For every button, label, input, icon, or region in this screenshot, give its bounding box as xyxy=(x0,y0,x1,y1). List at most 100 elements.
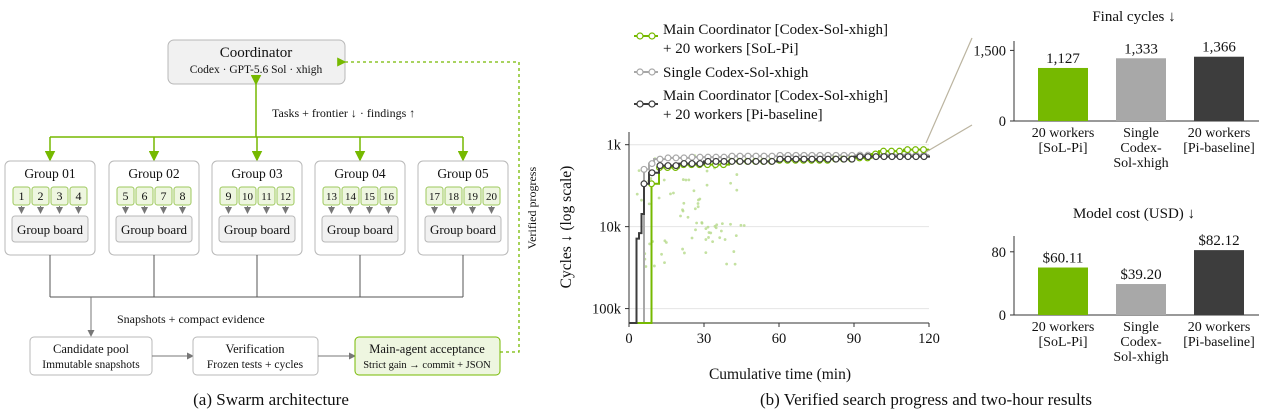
worker-label: 11 xyxy=(261,191,272,203)
worker-box xyxy=(31,186,50,206)
series-baseline-marker xyxy=(912,153,920,161)
final-cycles-bar xyxy=(1038,67,1088,121)
series-baseline-marker xyxy=(896,153,904,161)
series-single-marker xyxy=(640,165,648,173)
series-baseline-marker xyxy=(672,162,680,170)
verified-progress-loop xyxy=(337,57,520,353)
candidate-point xyxy=(729,222,732,226)
group-1: Group 01 1 2 3 4 Group board xyxy=(4,137,96,297)
model-cost-category-label: Codex- xyxy=(1120,335,1162,350)
group-board-box xyxy=(321,215,399,243)
series-baseline-marker xyxy=(752,157,760,165)
candidate-point xyxy=(694,228,697,232)
candidate-point xyxy=(732,250,736,253)
y-tick-label: 10k xyxy=(599,220,622,236)
series-baseline-marker xyxy=(776,155,784,163)
candidate-point xyxy=(682,201,686,205)
candidate-point xyxy=(696,205,700,209)
progress-ylabel: Cycles ↓ (log scale) xyxy=(558,166,575,289)
candidate-point xyxy=(663,261,666,265)
worker-box xyxy=(12,186,31,206)
worker-box xyxy=(276,186,295,206)
candidate-point xyxy=(657,196,661,200)
group-4: Group 04 13 14 15 16 Group board xyxy=(314,137,406,297)
candidate-point xyxy=(735,188,739,192)
legend-marker-solpi xyxy=(636,32,644,40)
series-baseline-marker xyxy=(648,169,656,177)
candidate-point xyxy=(698,197,702,201)
group-label: Group 05 xyxy=(437,166,489,181)
worker-label: 1 xyxy=(19,189,25,203)
candidate-point xyxy=(652,264,656,268)
group-2: Group 02 5 6 7 8 Group board xyxy=(108,137,200,297)
series-baseline-marker xyxy=(712,157,720,165)
architecture-caption: (a) Swarm architecture xyxy=(193,390,349,409)
candidate-pool-subtitle: Immutable snapshots xyxy=(42,359,140,371)
final-cycles-title: Final cycles ↓ xyxy=(1092,9,1175,25)
series-baseline-marker xyxy=(696,160,704,168)
group-board-box xyxy=(424,215,502,243)
final-cycles-bar xyxy=(1116,58,1166,121)
model-cost-title: Model cost (USD) ↓ xyxy=(1073,206,1195,222)
series-baseline-marker xyxy=(680,160,688,168)
worker-box xyxy=(482,186,501,206)
worker-label: 12 xyxy=(280,191,291,203)
worker-label: 7 xyxy=(161,189,167,203)
worker-box xyxy=(154,186,173,206)
x-tick-label: 90 xyxy=(847,331,862,347)
model-cost-category-label: 20 workers xyxy=(1188,320,1251,335)
candidate-point xyxy=(719,229,723,233)
final-cycles-category-label: [SoL-Pi] xyxy=(1039,141,1088,156)
legend-marker-baseline xyxy=(636,100,644,108)
tasks-label: Tasks + frontier ↓ · findings ↑ xyxy=(272,106,415,120)
series-baseline-marker xyxy=(760,157,768,165)
final-cycles-category-label: 20 workers xyxy=(1032,126,1095,141)
legend-marker-solpi-2 xyxy=(648,32,656,40)
legend-solpi-line2: + 20 workers [SoL-Pi] xyxy=(663,41,799,57)
group-5: Group 05 17 18 19 20 Group board xyxy=(417,137,509,297)
y-tick-label: 100k xyxy=(592,302,622,318)
candidate-point xyxy=(649,177,653,180)
worker-box xyxy=(360,186,379,206)
candidate-point xyxy=(644,265,648,268)
worker-label: 2 xyxy=(38,189,44,203)
x-tick-label: 120 xyxy=(918,331,940,347)
architecture-panel: Coordinator Codex · GPT-5.6 Sol · xhigh … xyxy=(4,39,539,409)
candidate-point xyxy=(729,181,733,185)
worker-box xyxy=(379,186,398,206)
candidate-point xyxy=(707,236,710,239)
worker-label: 4 xyxy=(76,189,82,203)
worker-label: 8 xyxy=(180,189,186,203)
candidate-point xyxy=(672,191,675,195)
legend-marker-single-2 xyxy=(648,68,656,76)
series-baseline-marker xyxy=(728,157,736,165)
candidate-point xyxy=(707,231,711,234)
group-board-label: Group board xyxy=(327,222,394,237)
worker-box xyxy=(463,186,482,206)
candidate-point xyxy=(686,215,690,219)
series-single-marker xyxy=(656,155,664,163)
series-baseline-marker xyxy=(840,155,848,163)
candidate-point xyxy=(700,221,704,224)
group-board-box xyxy=(11,215,89,243)
group-board-label: Group board xyxy=(224,222,291,237)
worker-label: 9 xyxy=(226,189,232,203)
candidate-point xyxy=(683,251,686,255)
candidate-point xyxy=(687,178,691,182)
final-cycles-category-label: Codex- xyxy=(1120,141,1162,156)
final-cycles-bar-label: 1,127 xyxy=(1046,51,1080,67)
worker-label: 3 xyxy=(57,189,63,203)
worker-label: 18 xyxy=(448,191,460,203)
verified-progress-label: Verified progress xyxy=(525,167,539,250)
chart-legend: Main Coordinator [Codex-Sol-xhigh] + 20 … xyxy=(634,22,888,123)
model-cost-y-tick-label: 80 xyxy=(992,245,1007,261)
model-cost-y-tick-label: 0 xyxy=(999,308,1006,324)
worker-label: 14 xyxy=(345,191,357,203)
series-single-marker xyxy=(696,153,704,161)
group-board-label: Group board xyxy=(430,222,497,237)
candidate-point xyxy=(637,169,641,173)
candidate-point xyxy=(720,222,724,226)
series-baseline-marker xyxy=(872,153,880,161)
candidate-point xyxy=(725,262,729,266)
snapshots-label: Snapshots + compact evidence xyxy=(117,312,265,326)
